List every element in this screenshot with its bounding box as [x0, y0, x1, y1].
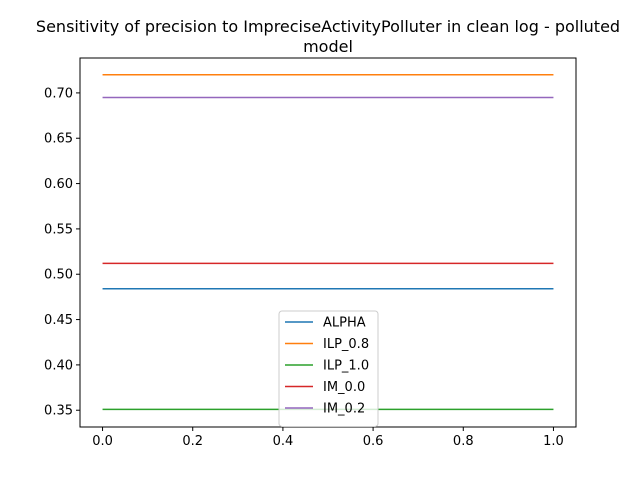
x-tick-label: 0.4: [273, 434, 294, 449]
legend-label: ILP_0.8: [323, 337, 369, 352]
x-tick-label: 1.0: [543, 434, 564, 449]
legend: ALPHA ILP_0.8 ILP_1.0 IM_0.0 IM_0.2: [278, 310, 379, 427]
y-tick-label: 0.55: [44, 222, 73, 237]
legend-frame: [278, 310, 379, 427]
y-tick-label: 0.35: [44, 404, 73, 419]
x-axis: 0.0 0.2 0.4 0.6 0.8 1.0: [92, 427, 564, 449]
y-tick-label: 0.40: [44, 358, 73, 373]
y-tick-label: 0.65: [44, 132, 73, 147]
chart-title-line1: Sensitivity of precision to ImpreciseAct…: [36, 17, 620, 36]
legend-label: ALPHA: [323, 316, 366, 331]
y-tick-label: 0.50: [44, 268, 73, 283]
y-tick-label: 0.60: [44, 177, 73, 192]
legend-label: IM_0.0: [323, 380, 365, 395]
y-axis: 0.35 0.40 0.45 0.50 0.55 0.60 0.65 0.70: [44, 86, 80, 419]
y-tick-label: 0.70: [44, 86, 73, 101]
legend-label: IM_0.2: [323, 402, 365, 417]
x-tick-label: 0.8: [453, 434, 474, 449]
chart-title-line2: model: [303, 37, 353, 56]
x-tick-label: 0.0: [92, 434, 113, 449]
x-tick-label: 0.2: [182, 434, 203, 449]
legend-label: ILP_1.0: [323, 359, 369, 374]
x-tick-label: 0.6: [363, 434, 384, 449]
y-tick-label: 0.45: [44, 313, 73, 328]
